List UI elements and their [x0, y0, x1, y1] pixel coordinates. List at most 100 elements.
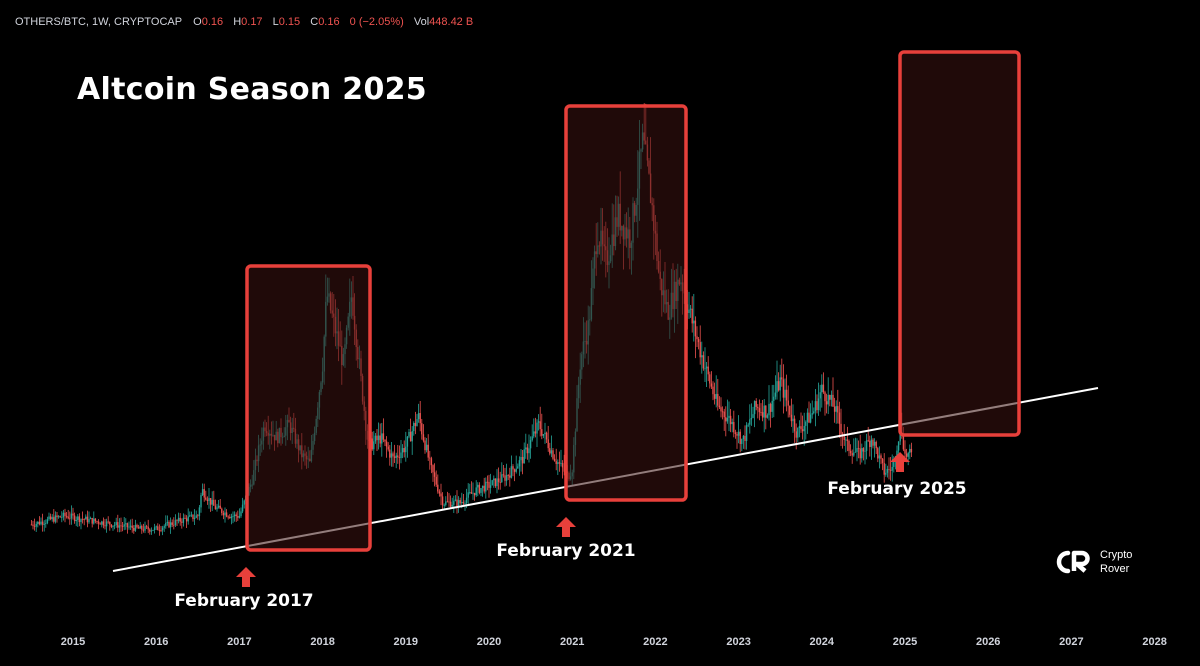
candle-body — [856, 448, 858, 452]
candle-body — [395, 455, 397, 458]
candle-body — [237, 516, 239, 518]
candle-body — [406, 436, 409, 447]
candle-body — [408, 431, 410, 437]
candle-body — [176, 520, 178, 522]
candle-body — [501, 474, 503, 483]
candle-body — [493, 478, 495, 481]
candle-body — [777, 381, 780, 391]
candle-body — [401, 448, 404, 453]
candle-body — [560, 463, 562, 464]
candle-body — [230, 516, 233, 519]
symbol-name: OTHERS/BTC, 1W, CRYPTOCAP — [15, 16, 183, 28]
candle-body — [517, 466, 519, 469]
candle-body — [177, 517, 180, 522]
candle-body — [83, 519, 85, 521]
candle-body — [739, 431, 741, 444]
candle-body — [824, 392, 826, 402]
candle-body — [811, 413, 813, 415]
candle-body — [539, 421, 541, 430]
candle-body — [161, 527, 164, 531]
x-tick-label: 2021 — [560, 636, 584, 648]
candle-body — [715, 393, 717, 399]
candle-body — [214, 505, 217, 510]
candle-body — [688, 309, 690, 314]
candle-body — [747, 424, 749, 426]
candle-body — [85, 516, 87, 520]
annotation-feb-2017: February 2017 — [174, 591, 314, 611]
candle-body — [62, 512, 65, 518]
candle-body — [187, 516, 189, 522]
candle-body — [795, 431, 797, 438]
candle-body — [837, 406, 839, 413]
candle-body — [424, 440, 426, 451]
candle-body — [81, 519, 84, 520]
candle-body — [227, 516, 229, 518]
candle-body — [864, 450, 866, 452]
x-tick-label: 2017 — [227, 636, 251, 648]
candle-body — [697, 339, 700, 343]
candle-body — [387, 446, 389, 450]
candle-body — [883, 463, 885, 475]
candle-body — [205, 497, 207, 500]
candle-body — [910, 448, 913, 453]
candle-body — [69, 518, 71, 520]
candle-body — [206, 499, 209, 502]
candle-body — [846, 439, 849, 441]
candle-body — [67, 516, 69, 519]
candle-body — [41, 521, 44, 525]
candle-body — [870, 439, 873, 447]
candle-body — [190, 514, 193, 516]
candle-body — [136, 524, 138, 528]
up-arrow-icon — [236, 567, 256, 587]
x-tick-label: 2025 — [893, 636, 917, 648]
candle-body — [765, 405, 767, 418]
candle-body — [848, 440, 850, 451]
candle-body — [520, 456, 522, 461]
candle-body — [489, 485, 492, 488]
candle-body — [120, 525, 122, 527]
candle-body — [145, 526, 148, 528]
candle-body — [829, 394, 831, 400]
candle-body — [168, 521, 170, 528]
candle-body — [880, 455, 882, 459]
candle-body — [769, 403, 772, 412]
candle-body — [403, 448, 405, 453]
candle-body — [705, 366, 708, 369]
candle-body — [464, 503, 466, 504]
candle-body — [561, 463, 564, 468]
candle-body — [126, 523, 129, 528]
candle-body — [73, 515, 76, 522]
candle-body — [694, 320, 697, 337]
candle-body — [689, 308, 692, 310]
cr-logo-icon — [1056, 550, 1090, 574]
candle-body — [840, 423, 842, 434]
candle-body — [235, 514, 237, 517]
candle-body — [97, 521, 100, 524]
candle-body — [217, 505, 220, 508]
candle-body — [224, 512, 226, 516]
candle-body — [48, 516, 50, 520]
candle-body — [40, 521, 42, 525]
candle-body — [397, 455, 399, 458]
candle-body — [797, 428, 799, 438]
candle-body — [752, 414, 754, 418]
candle-body — [816, 401, 818, 411]
candle-body — [421, 423, 423, 435]
candle-body — [801, 429, 804, 432]
candle-body — [121, 525, 124, 527]
candle-body — [427, 444, 429, 458]
candle-body — [203, 489, 205, 498]
candle-body — [825, 401, 828, 405]
candle-body — [696, 336, 698, 340]
candle-body — [504, 475, 506, 481]
candle-body — [142, 529, 145, 531]
candle-body — [755, 400, 757, 407]
candle-body — [37, 521, 39, 524]
candle-body — [758, 408, 761, 413]
candle-body — [193, 517, 196, 519]
candle-body — [905, 453, 908, 457]
candle-body — [563, 467, 565, 472]
candle-body — [857, 448, 860, 449]
candle-body — [869, 440, 871, 447]
candle-body — [552, 450, 554, 459]
